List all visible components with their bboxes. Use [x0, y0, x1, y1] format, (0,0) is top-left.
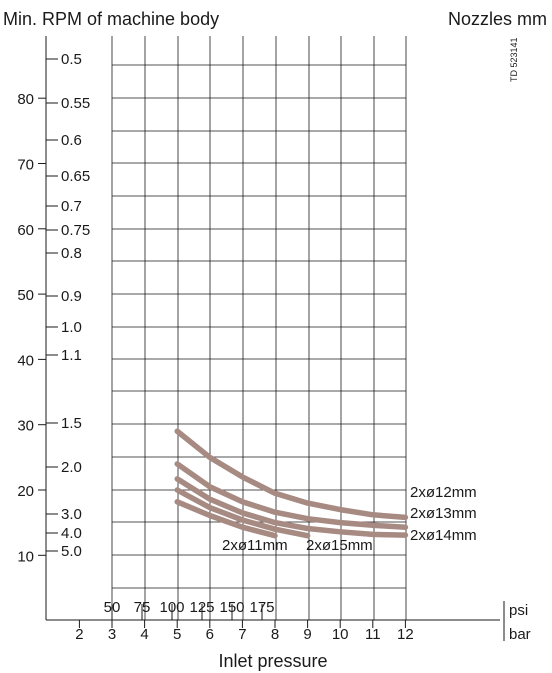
psi-unit-label: psi [509, 602, 528, 619]
nozzle-size-label: 0.9 [61, 288, 82, 305]
bar-tick-label: 7 [238, 626, 246, 643]
bar-tick-label: 4 [140, 626, 148, 643]
series-line [174, 476, 409, 538]
series-label: 2xø14mm [410, 527, 477, 544]
curves: 2xø12mm 2xø13mm 2xø14mm 2xø15mm 2xø11mm [174, 428, 477, 554]
nozzle-size-label: 1.5 [61, 415, 82, 432]
psi-tick-label: 175 [249, 599, 274, 616]
rpm-tick-label: 70 [17, 157, 34, 174]
nozzle-size-label: 1.0 [61, 319, 82, 336]
series-label: 2xø13mm [410, 505, 477, 522]
bar-tick-label: 3 [108, 626, 116, 643]
nozzle-size-label: 0.7 [61, 198, 82, 215]
nozzle-size-label: 0.55 [61, 95, 90, 112]
bar-tick-label: 10 [332, 626, 349, 643]
nozzle-size-label: 0.6 [61, 132, 82, 149]
series-line [174, 499, 278, 539]
nozzle-size-label: 2.0 [61, 459, 82, 476]
nozzle-size-label: 0.8 [61, 245, 82, 262]
rpm-tick-label: 60 [17, 222, 34, 239]
series-label: 2xø15mm [306, 537, 373, 554]
series-line [174, 428, 409, 521]
psi-tick-label: 75 [134, 599, 151, 616]
x-axis-title: Inlet pressure [218, 651, 327, 671]
grid [111, 36, 407, 620]
nozzle-size-label: 5.0 [61, 543, 82, 560]
series-line [174, 461, 409, 530]
figure-code: TD 523141 [509, 37, 519, 82]
bar-tick-label: 2 [75, 626, 83, 643]
rpm-tick-label: 30 [17, 418, 34, 435]
bar-tick-label: 8 [271, 626, 279, 643]
psi-tick-label: 50 [104, 599, 121, 616]
rpm-tick-label: 20 [17, 483, 34, 500]
nozzle-size-label: 0.5 [61, 51, 82, 68]
nozzle-size-label: 4.0 [61, 525, 82, 542]
chart-title-rpm: Min. RPM of machine body [3, 9, 219, 29]
psi-tick-label: 100 [159, 599, 184, 616]
rpm-tick-label: 10 [17, 548, 34, 565]
rpm-axis: 80 70 60 50 40 30 20 10 [17, 91, 46, 565]
series-label: 2xø12mm [410, 484, 477, 501]
nozzle-size-label: 0.75 [61, 222, 90, 239]
chart-title-nozzles: Nozzles mm [448, 9, 547, 29]
bar-tick-label: 11 [365, 626, 381, 643]
bar-tick-label: 5 [173, 626, 181, 643]
psi-tick-label: 150 [219, 599, 244, 616]
psi-tick-label: 125 [189, 599, 214, 616]
rpm-tick-label: 80 [17, 91, 34, 108]
x-axes: 50 75 100 125 150 175 2 3 4 5 6 7 8 9 10 11 12 [75, 599, 505, 643]
bar-tick-label: 6 [206, 626, 214, 643]
series-label: 2xø11mm [222, 537, 288, 554]
rpm-tick-label: 40 [17, 352, 34, 369]
nozzle-size-label: 3.0 [61, 506, 82, 523]
bar-tick-label: 12 [397, 626, 414, 643]
bar-tick-label: 9 [303, 626, 311, 643]
rpm-tick-label: 50 [17, 287, 34, 304]
bar-unit-label: bar [509, 626, 531, 643]
nozzle-scale: 0.5 0.55 0.6 0.65 0.7 0.75 0.8 0.9 1.0 1.1 1.5 2.0 3… [46, 51, 90, 560]
series-line [174, 487, 311, 539]
nozzle-size-label: 1.1 [61, 347, 82, 364]
nozzle-size-label: 0.65 [61, 168, 90, 185]
